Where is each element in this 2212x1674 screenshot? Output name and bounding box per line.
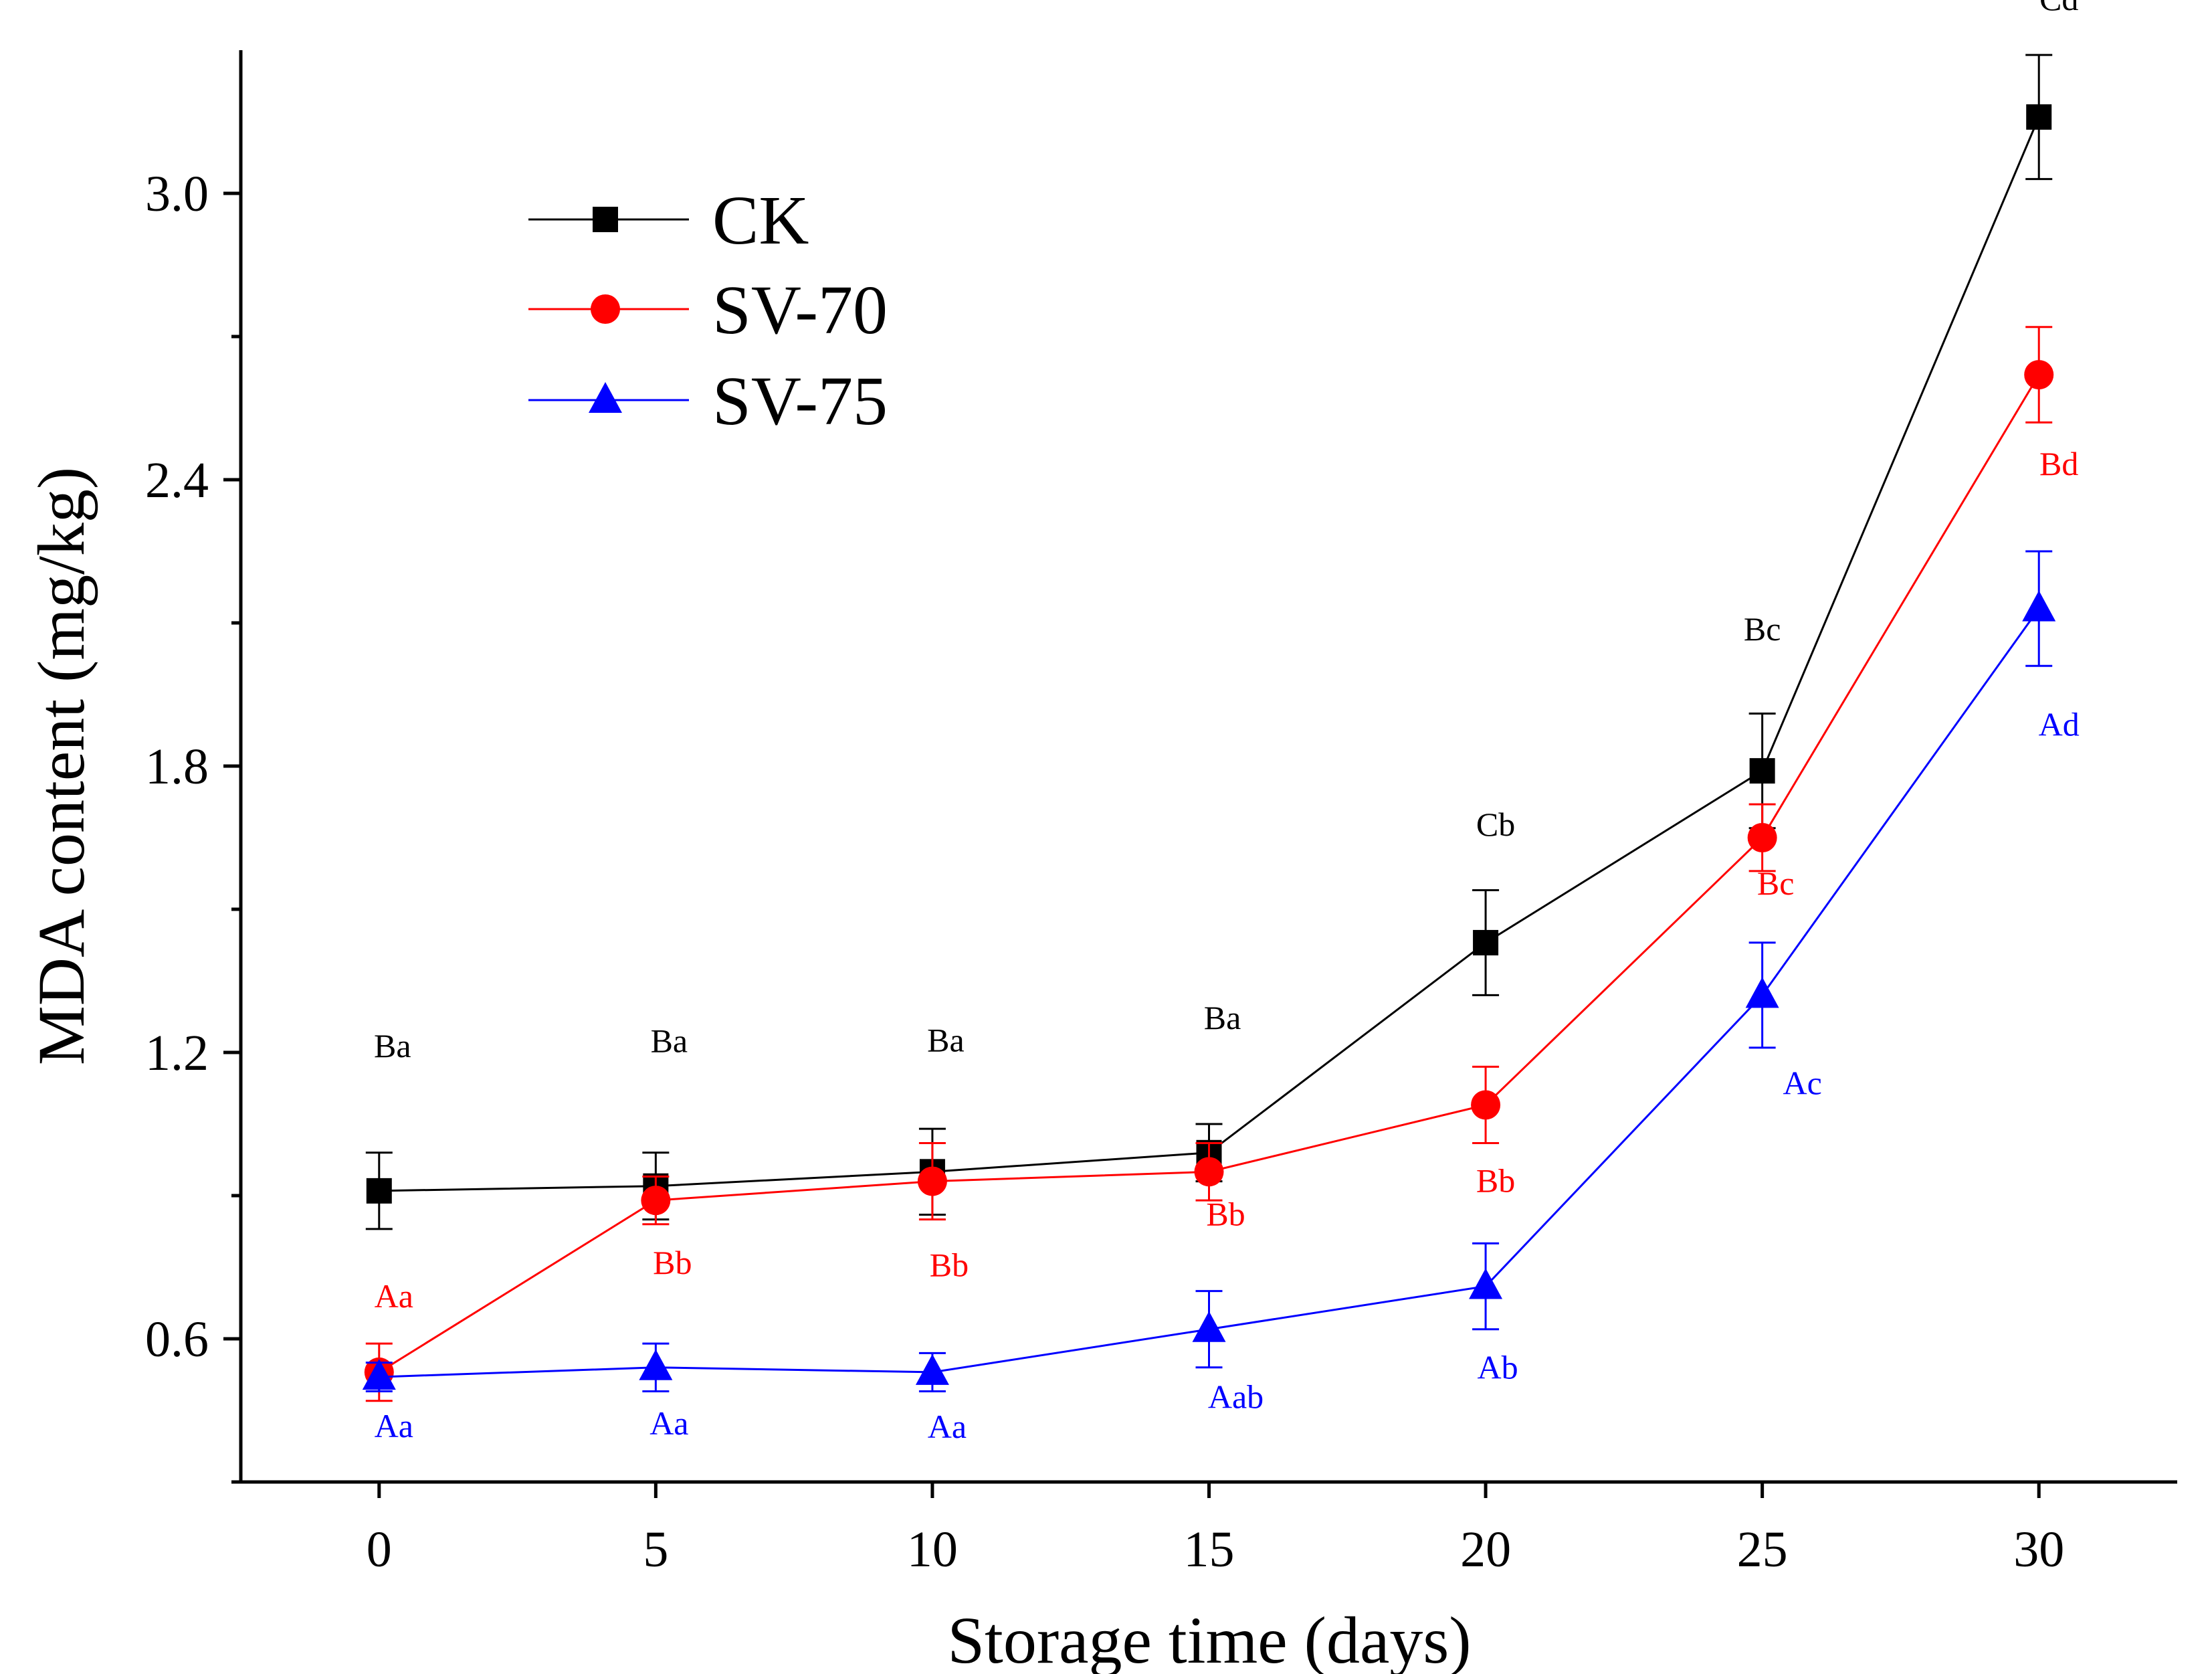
- data-point: [915, 1354, 949, 1385]
- ticks: 0 5 10 15 20 25 30 0.6 1.2 1.8 2.4 3.0: [145, 166, 2064, 1578]
- y-tick-label: 1.2: [145, 1025, 209, 1081]
- legend-label: SV-75: [712, 363, 888, 440]
- significance-label: Bc: [1744, 610, 1781, 648]
- significance-label: Ba: [651, 1022, 688, 1060]
- data-point: [2024, 360, 2054, 390]
- x-tick-label: 5: [643, 1521, 668, 1578]
- significance-label: Ba: [374, 1027, 411, 1064]
- significance-labels: Ba Ba Ba Ba Cb Bc Cd Aa Bb Bb Bb Bb Bc Bd Aa Aa Aa Aab Ab A…: [374, 0, 2080, 1445]
- significance-label: Aa: [375, 1277, 413, 1315]
- significance-label: Bb: [1476, 1161, 1515, 1199]
- y-axis-title: MDA content (mg/kg): [24, 467, 98, 1065]
- y-tick-label: 2.4: [145, 452, 209, 508]
- y-tick-label: 3.0: [145, 166, 209, 222]
- data-point: [1747, 823, 1777, 852]
- legend-item-sv-75: SV-75: [528, 363, 888, 440]
- legend-item-ck: CK: [528, 182, 809, 259]
- x-tick-label: 10: [907, 1521, 958, 1578]
- x-tick-label: 0: [367, 1521, 392, 1578]
- legend-item-sv-70: SV-70: [528, 272, 888, 349]
- significance-label: Bb: [930, 1246, 969, 1284]
- legend-label: SV-70: [712, 272, 888, 349]
- data-point: [362, 1359, 396, 1390]
- x-tick-label: 15: [1184, 1521, 1235, 1578]
- series-line: [379, 608, 2040, 1378]
- y-tick-label: 1.8: [145, 739, 209, 795]
- x-axis-title: Storage time (days): [947, 1603, 1471, 1674]
- data-point: [2022, 590, 2056, 622]
- significance-label: Aa: [649, 1404, 688, 1442]
- data-point: [366, 1178, 392, 1204]
- data-point: [1192, 1311, 1226, 1342]
- significance-label: Aa: [375, 1407, 413, 1445]
- significance-label: Bd: [2039, 445, 2078, 482]
- legend-marker: [589, 382, 622, 413]
- significance-label: Ab: [1478, 1349, 1518, 1386]
- legend-label: CK: [712, 182, 809, 259]
- significance-label: Aab: [1208, 1378, 1264, 1416]
- data-point: [1749, 758, 1775, 784]
- significance-label: Bc: [1757, 864, 1795, 902]
- y-tick-label: 0.6: [145, 1311, 209, 1368]
- axes: [239, 50, 2177, 1484]
- significance-label: Ac: [1783, 1064, 1821, 1101]
- significance-label: Ba: [1204, 999, 1241, 1036]
- data-point: [917, 1166, 947, 1196]
- data-point: [1745, 977, 1779, 1008]
- significance-label: Bb: [1206, 1195, 1245, 1232]
- data-point: [639, 1349, 673, 1380]
- significance-label: Bb: [653, 1244, 692, 1281]
- series: [362, 54, 2056, 1402]
- significance-label: Aa: [928, 1408, 967, 1445]
- x-tick-label: 20: [1460, 1521, 1511, 1578]
- data-point: [2026, 104, 2052, 130]
- data-point: [641, 1186, 671, 1216]
- series-sv-75: [362, 550, 2056, 1392]
- series-sv-70: [364, 326, 2054, 1402]
- data-point: [1471, 1090, 1501, 1120]
- significance-label: Ad: [2039, 706, 2080, 743]
- data-point: [1469, 1268, 1503, 1299]
- legend-marker: [591, 294, 620, 324]
- data-point: [1194, 1157, 1224, 1187]
- significance-label: Cb: [1476, 806, 1515, 843]
- series-ck: [365, 54, 2053, 1230]
- x-tick-label: 30: [2013, 1521, 2064, 1578]
- x-tick-label: 25: [1737, 1521, 1788, 1578]
- significance-label: Cd: [2039, 0, 2078, 17]
- legend-marker: [593, 207, 618, 232]
- significance-label: Ba: [927, 1021, 965, 1058]
- data-point: [1473, 929, 1499, 955]
- legend: CK SV-70 SV-75: [528, 182, 888, 440]
